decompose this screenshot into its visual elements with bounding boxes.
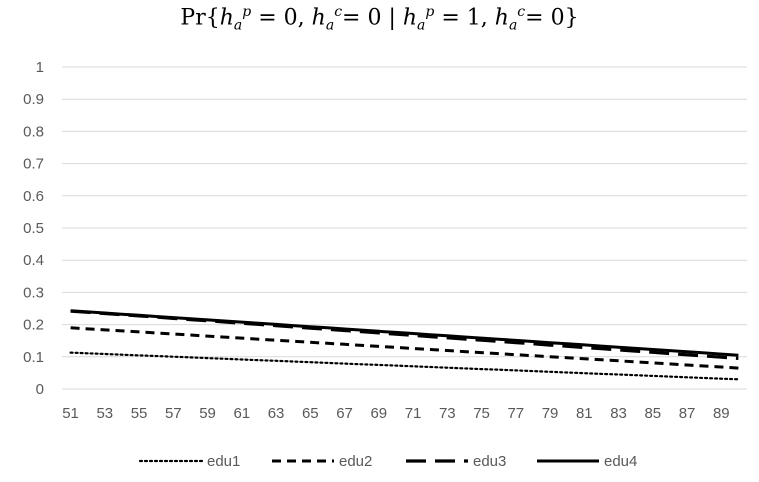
y-tick-label: 0.2 — [23, 317, 44, 334]
title-h2: h — [311, 5, 326, 31]
x-tick-label: 77 — [507, 405, 524, 422]
title-sub-a3: a — [417, 17, 426, 34]
y-tick-label: 0.4 — [23, 252, 44, 269]
x-tick-label: 87 — [679, 405, 696, 422]
title-h4: h — [494, 5, 509, 31]
legend-label-edu4: edu4 — [604, 453, 637, 470]
legend-label-edu2: edu2 — [339, 453, 372, 470]
y-axis-ticks: 0 0.1 0.2 0.3 0.4 0.5 0.6 0.7 0.8 0.9 1 — [23, 59, 44, 398]
x-tick-label: 69 — [370, 405, 387, 422]
title-open: Pr{ — [180, 5, 220, 31]
legend: edu1 edu2 edu3 edu4 — [138, 453, 637, 470]
title-h3: h — [402, 5, 418, 31]
y-tick-label: 0.3 — [23, 284, 44, 301]
title-eq0: = 0, — [251, 5, 312, 31]
y-tick-label: 0.1 — [23, 349, 44, 366]
title-sup-c2: c — [517, 4, 526, 20]
title-sup-c1: c — [334, 4, 343, 20]
x-tick-label: 53 — [96, 405, 113, 422]
series-line-edu4 — [70, 309, 739, 357]
title-h1: h — [219, 5, 234, 31]
x-tick-label: 61 — [233, 405, 250, 422]
x-tick-label: 75 — [473, 405, 490, 422]
x-tick-label: 67 — [336, 405, 353, 422]
x-tick-label: 65 — [302, 405, 319, 422]
y-tick-label: 1 — [36, 59, 44, 76]
y-tick-label: 0 — [36, 381, 44, 398]
title-eq0b: = 0 | — [342, 5, 403, 31]
x-tick-label: 57 — [165, 405, 182, 422]
title-eq1: = 1, — [434, 5, 495, 31]
title-sup-p1: p — [242, 4, 252, 20]
title-sub-a4: a — [508, 17, 518, 34]
x-tick-label: 51 — [62, 405, 79, 422]
chart-title: Pr{hap = 0, hac= 0 | hap = 1, hac= 0} — [0, 4, 759, 34]
x-tick-label: 85 — [644, 405, 661, 422]
series-line-edu3 — [70, 309, 739, 360]
series-lines — [69, 309, 740, 381]
title-sub-a2: a — [325, 17, 335, 34]
x-tick-label: 89 — [713, 405, 730, 422]
y-tick-label: 0.9 — [23, 91, 44, 108]
title-eq0c: = 0} — [525, 5, 579, 31]
legend-label-edu1: edu1 — [207, 453, 240, 470]
y-tick-label: 0.8 — [23, 123, 44, 140]
x-tick-label: 79 — [542, 405, 559, 422]
x-tick-label: 71 — [405, 405, 422, 422]
y-tick-label: 0.5 — [23, 220, 44, 237]
y-tick-label: 0.6 — [23, 188, 44, 205]
title-sub-a1: a — [233, 17, 243, 34]
y-tick-label: 0.7 — [23, 156, 44, 173]
x-tick-label: 83 — [610, 405, 627, 422]
x-axis-ticks: 51 53 55 57 59 61 63 65 67 69 71 73 75 77 79 81 83 85 87 89 — [62, 405, 729, 422]
series-line-edu2 — [70, 326, 739, 370]
x-tick-label: 55 — [131, 405, 148, 422]
legend-label-edu3: edu3 — [473, 453, 506, 470]
x-tick-label: 81 — [576, 405, 593, 422]
x-tick-label: 59 — [199, 405, 216, 422]
title-sup-p2: p — [425, 4, 435, 20]
x-tick-label: 73 — [439, 405, 456, 422]
gridlines — [62, 66, 747, 390]
x-tick-label: 63 — [268, 405, 285, 422]
series-line-edu1 — [69, 351, 740, 381]
